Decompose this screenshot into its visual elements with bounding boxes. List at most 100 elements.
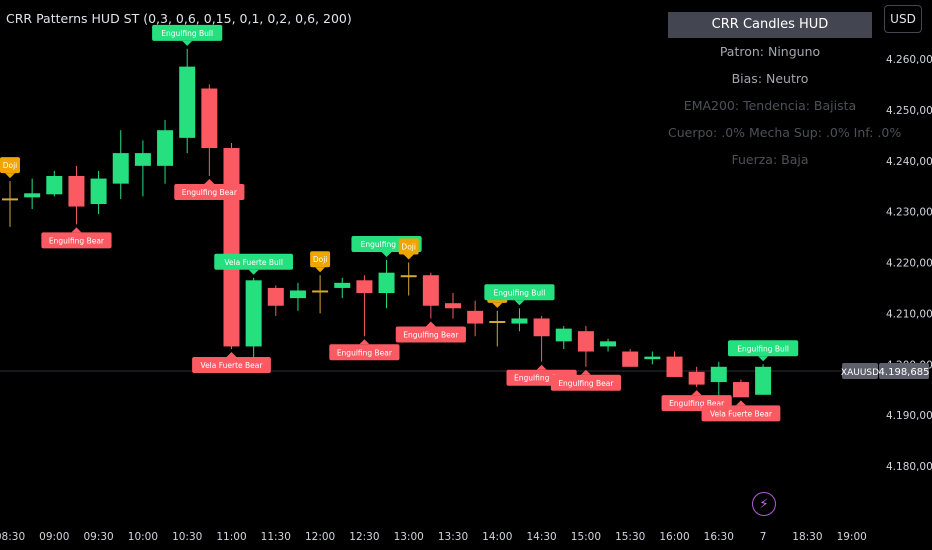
price-tick: 4.260,000 (886, 54, 932, 66)
candle-body (600, 341, 617, 347)
symbol-badge-text: XAUUSD (841, 368, 879, 378)
candle-body (24, 193, 41, 198)
pattern-label: Engulfing Bear (550, 369, 621, 391)
pattern-label: Vela Fuerte Bear (701, 400, 781, 422)
pattern-label-arrow (536, 364, 547, 370)
hud-title: CRR Candles HUD (668, 12, 872, 38)
time-tick: 11:00 (216, 531, 246, 543)
candle-body (467, 310, 484, 324)
candle-body (312, 290, 329, 293)
pattern-label-arrow (514, 300, 525, 306)
candle-body (2, 198, 18, 201)
candle-body (334, 282, 351, 288)
pattern-label: Vela Fuerte Bull (214, 253, 294, 275)
time-tick: 16:30 (704, 531, 734, 543)
candle-body (267, 287, 284, 306)
candle-body (732, 382, 749, 398)
time-tick: 14:00 (482, 531, 512, 543)
pattern-label: Engulfing Bull (152, 24, 223, 46)
candle-body (223, 148, 240, 347)
candle-body (378, 272, 395, 294)
pattern-label-arrow (71, 227, 82, 233)
candle-body (157, 130, 174, 166)
time-tick: 09:00 (39, 531, 69, 543)
pattern-label-text: Engulfing Bear (49, 236, 105, 245)
pattern-label-text: Engulfing Bear (514, 374, 570, 383)
candle-body (134, 153, 151, 166)
pattern-label-text: Engulfing Bull (361, 240, 413, 249)
candle-body (356, 280, 373, 294)
pattern-label: Doji (310, 251, 331, 273)
time-tick: 7 (760, 531, 767, 543)
pattern-label-arrow (248, 269, 259, 275)
currency-button[interactable]: USD (884, 5, 922, 33)
pattern-label: Engulfing Bear (174, 179, 245, 201)
pattern-label: Vela Fuerte Bear (192, 351, 271, 373)
pattern-label-box (550, 374, 621, 391)
time-tick: 15:00 (571, 531, 601, 543)
indicator-title[interactable]: CRR Patterns HUD ST (0,3, 0,6, 0,15, 0,1… (6, 11, 352, 26)
lightning-icon[interactable]: ⚡ (752, 492, 776, 516)
price-tick: 4.190,000 (886, 410, 932, 422)
candle-body (201, 88, 218, 149)
pattern-label-arrow (691, 390, 702, 396)
time-axis[interactable]: 08:30 09:00 09:30 10:00 10:30 11:00 11:30 12:00… (0, 531, 867, 543)
time-tick: 11:30 (261, 531, 291, 543)
pattern-label-text: Vela Fuerte Bear (710, 409, 773, 418)
candle-body (666, 356, 683, 377)
pattern-label-box (398, 238, 419, 255)
pattern-label-text: Doji (313, 255, 328, 264)
time-tick: 08:30 (0, 531, 25, 543)
pattern-label-text: Vela Fuerte Bear (201, 361, 264, 370)
hud-panel: CRR Candles HUD Patron: Ninguno Bias: Neu… (668, 12, 902, 173)
pattern-label: Doji (0, 157, 20, 179)
pattern-label-text: Doji (3, 161, 18, 170)
time-tick: 12:30 (349, 531, 379, 543)
pattern-label-box (395, 326, 466, 343)
price-tick: 4.250,000 (886, 105, 932, 117)
candle-body (533, 318, 550, 337)
pattern-label-arrow (315, 267, 326, 273)
pattern-label: Engulfing Bear (41, 227, 112, 249)
candle-body (622, 351, 639, 367)
candle-body (422, 275, 439, 306)
candle-body (289, 290, 306, 299)
candle-body (445, 303, 461, 309)
last-price-badge (879, 362, 929, 379)
pattern-label: Engulfing Bull (728, 340, 799, 362)
pattern-label-text: Engulfing Bear (403, 330, 459, 339)
candle-body (179, 66, 196, 138)
candle-body (46, 176, 63, 195)
pattern-label-text: Engulfing Bear (337, 348, 393, 357)
hud-row: EMA200: Tendencia: Bajista (683, 98, 857, 113)
pattern-label-text: Doji (401, 243, 416, 252)
candle-body (644, 356, 661, 360)
price-axis[interactable]: 4.260,000 4.250,000 4.240,000 4.230,000 4.22… (886, 54, 932, 473)
hud-row: Fuerza: Baja (731, 152, 809, 167)
hud-row: Patron: Ninguno (719, 44, 821, 59)
candles-layer (2, 48, 772, 405)
pattern-label-arrow (758, 356, 769, 362)
time-tick: 12:00 (305, 531, 335, 543)
pattern-label: Engulfing Bear (329, 339, 400, 361)
candle-body (688, 371, 705, 385)
hud-row: Cuerpo: .0% Mecha Sup: .0% Inf: .0% (668, 125, 902, 140)
pattern-label-box (214, 253, 294, 270)
candle-body (577, 331, 594, 352)
hud-rows: Patron: Ninguno Bias: Neutro EMA200: Tende… (668, 38, 902, 173)
candle-body (511, 318, 528, 324)
pattern-label-box (484, 284, 555, 301)
pattern-label-box (0, 157, 20, 174)
pattern-label-arrow (359, 339, 370, 345)
price-tick: 4.230,000 (886, 207, 932, 219)
pattern-label-box (152, 24, 223, 41)
time-tick: 19:00 (837, 531, 867, 543)
last-price-badges: XAUUSD 4.198,685 (841, 362, 929, 379)
time-tick: 16:00 (659, 531, 689, 543)
candle-body (555, 328, 572, 342)
pattern-label-text: Engulfing Bear (669, 399, 725, 408)
candle-body (400, 275, 417, 278)
time-tick: 13:00 (394, 531, 424, 543)
pattern-label-arrow (226, 351, 237, 357)
